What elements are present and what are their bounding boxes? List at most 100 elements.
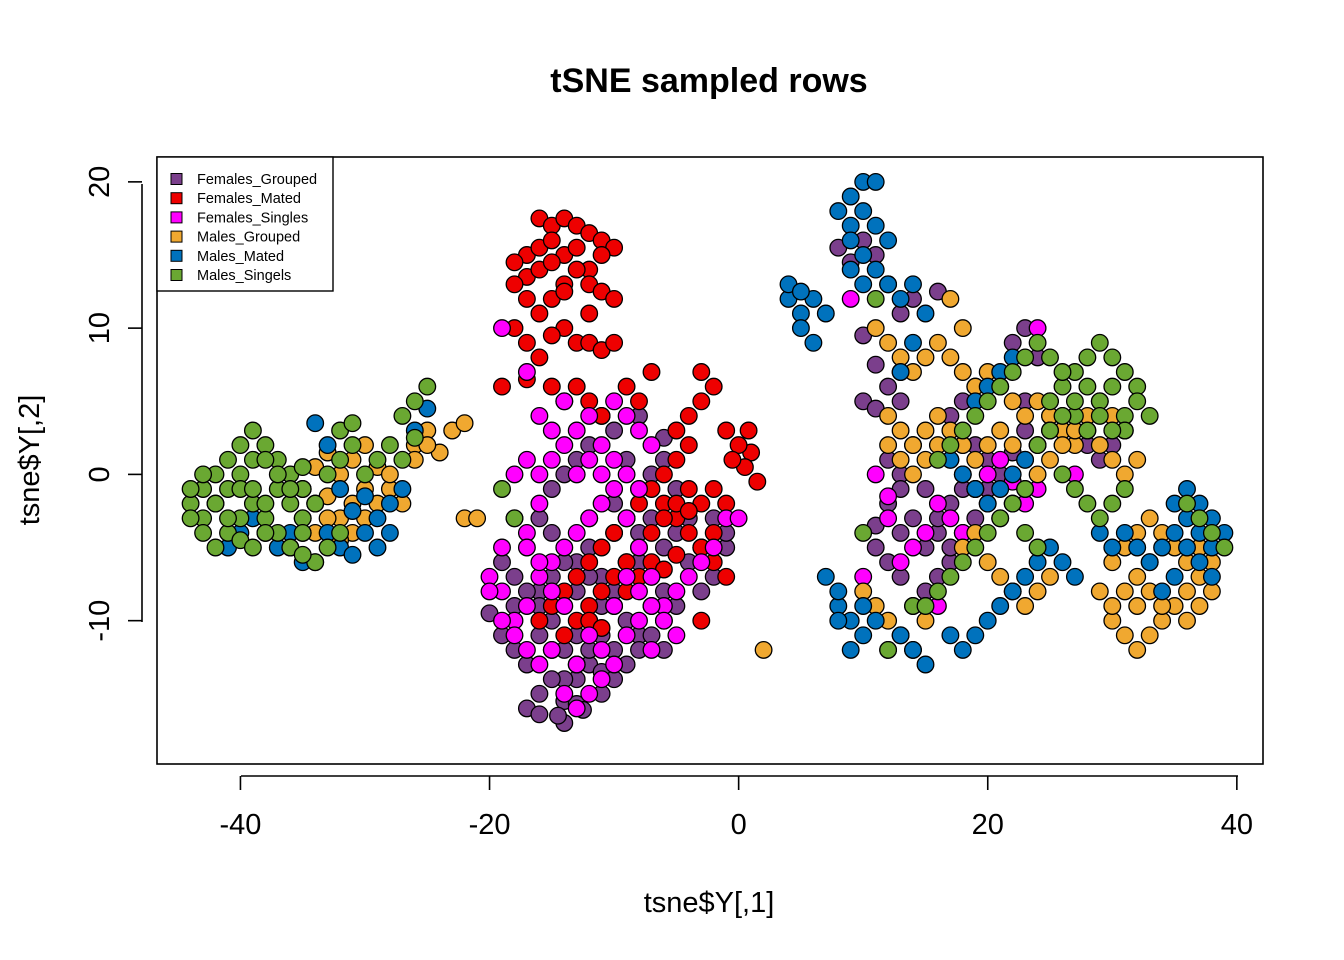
point-males-mated [841,231,860,250]
point-males-singels [928,450,947,469]
point-females-grouped [542,523,561,542]
point-males-grouped [1090,582,1109,601]
point-females-singles [542,582,561,601]
point-females-singles [866,465,885,484]
point-males-mated [891,626,910,645]
point-males-grouped [1016,597,1035,615]
point-males-singels [1103,494,1122,513]
point-males-grouped [991,421,1010,440]
point-females-grouped [866,355,885,374]
point-males-grouped [879,333,898,352]
point-males-singels [1078,377,1097,396]
point-males-mated [829,582,848,601]
point-females-singles [567,421,586,440]
point-females-mated [667,450,686,469]
point-females-singles [555,597,574,615]
point-males-grouped [1041,450,1059,469]
y-tick-label: -10 [84,600,116,642]
point-females-singles [592,494,611,513]
point-males-mated [866,611,885,630]
point-males-grouped [891,421,910,440]
point-females-mated [505,253,524,272]
point-males-mated [904,333,922,352]
point-males-singels [318,465,337,484]
point-males-mated [879,275,898,294]
point-females-singles [517,450,536,469]
point-females-mated [505,275,524,294]
point-females-singles [517,363,536,381]
point-males-grouped [1140,509,1159,528]
point-females-singles [605,480,624,498]
point-females-singles [679,567,698,586]
point-females-singles [480,582,499,601]
point-males-singels [916,597,935,615]
point-females-singles [729,509,748,528]
point-males-singels [256,450,275,469]
point-males-singels [1053,363,1072,381]
point-males-singels [1215,538,1234,557]
point-males-mated [380,494,399,513]
legend-label: Males_Singels [197,268,291,284]
point-females-singles [530,406,549,425]
point-females-singles [542,450,561,469]
point-females-singles [617,626,636,645]
point-females-mated [493,377,511,396]
point-females-mated [692,363,711,381]
x-axis: -40 -20 0 20 40 [219,775,1253,841]
point-males-mated [866,172,885,191]
point-females-singles [928,494,947,513]
point-females-singles [630,480,648,498]
point-males-singels [941,436,960,455]
point-males-singels [293,458,312,477]
point-females-mated [530,611,549,630]
y-tick-label: 20 [84,166,116,198]
point-males-grouped [754,640,773,659]
point-males-singels [1103,348,1122,367]
point-males-grouped [1053,436,1072,455]
point-males-mated [841,187,860,206]
point-males-grouped [966,450,985,469]
point-males-singels [256,523,275,542]
point-males-singels [243,538,262,557]
point-females-mated [605,289,624,308]
point-males-singels [206,494,225,513]
legend-swatch [170,249,183,262]
point-females-singles [493,319,511,338]
point-males-grouped [928,406,947,425]
point-males-grouped [1016,406,1035,425]
point-males-grouped [866,319,885,338]
point-females-singles [530,655,549,674]
point-females-mated [642,523,661,542]
point-females-grouped [866,538,885,557]
point-males-singels [1003,363,1022,381]
point-females-singles [530,465,549,484]
point-females-mated [592,582,611,601]
point-males-grouped [1128,450,1147,469]
point-males-mated [966,480,985,498]
point-females-mated [642,363,661,381]
point-males-singels [405,428,424,447]
point-males-mated [1016,450,1035,469]
point-females-mated [517,333,536,352]
point-females-grouped [542,480,561,498]
point-females-mated [748,472,767,491]
point-females-mated [605,523,624,542]
point-males-mated [343,545,362,564]
point-females-mated [717,567,736,586]
point-males-mated [1016,567,1035,586]
point-males-singels [1178,494,1196,513]
point-females-grouped [530,684,549,703]
point-males-grouped [1090,436,1109,455]
point-males-mated [1165,567,1184,586]
point-males-mated [1128,538,1147,557]
point-females-mated [679,436,698,455]
point-males-mated [879,231,898,250]
point-females-singles [630,421,648,440]
point-males-mated [891,289,910,308]
point-females-singles [493,611,511,630]
point-males-grouped [904,465,922,484]
point-males-grouped [941,348,960,367]
point-females-mated [654,465,673,484]
point-males-grouped [1103,450,1122,469]
point-males-singels [219,450,237,469]
